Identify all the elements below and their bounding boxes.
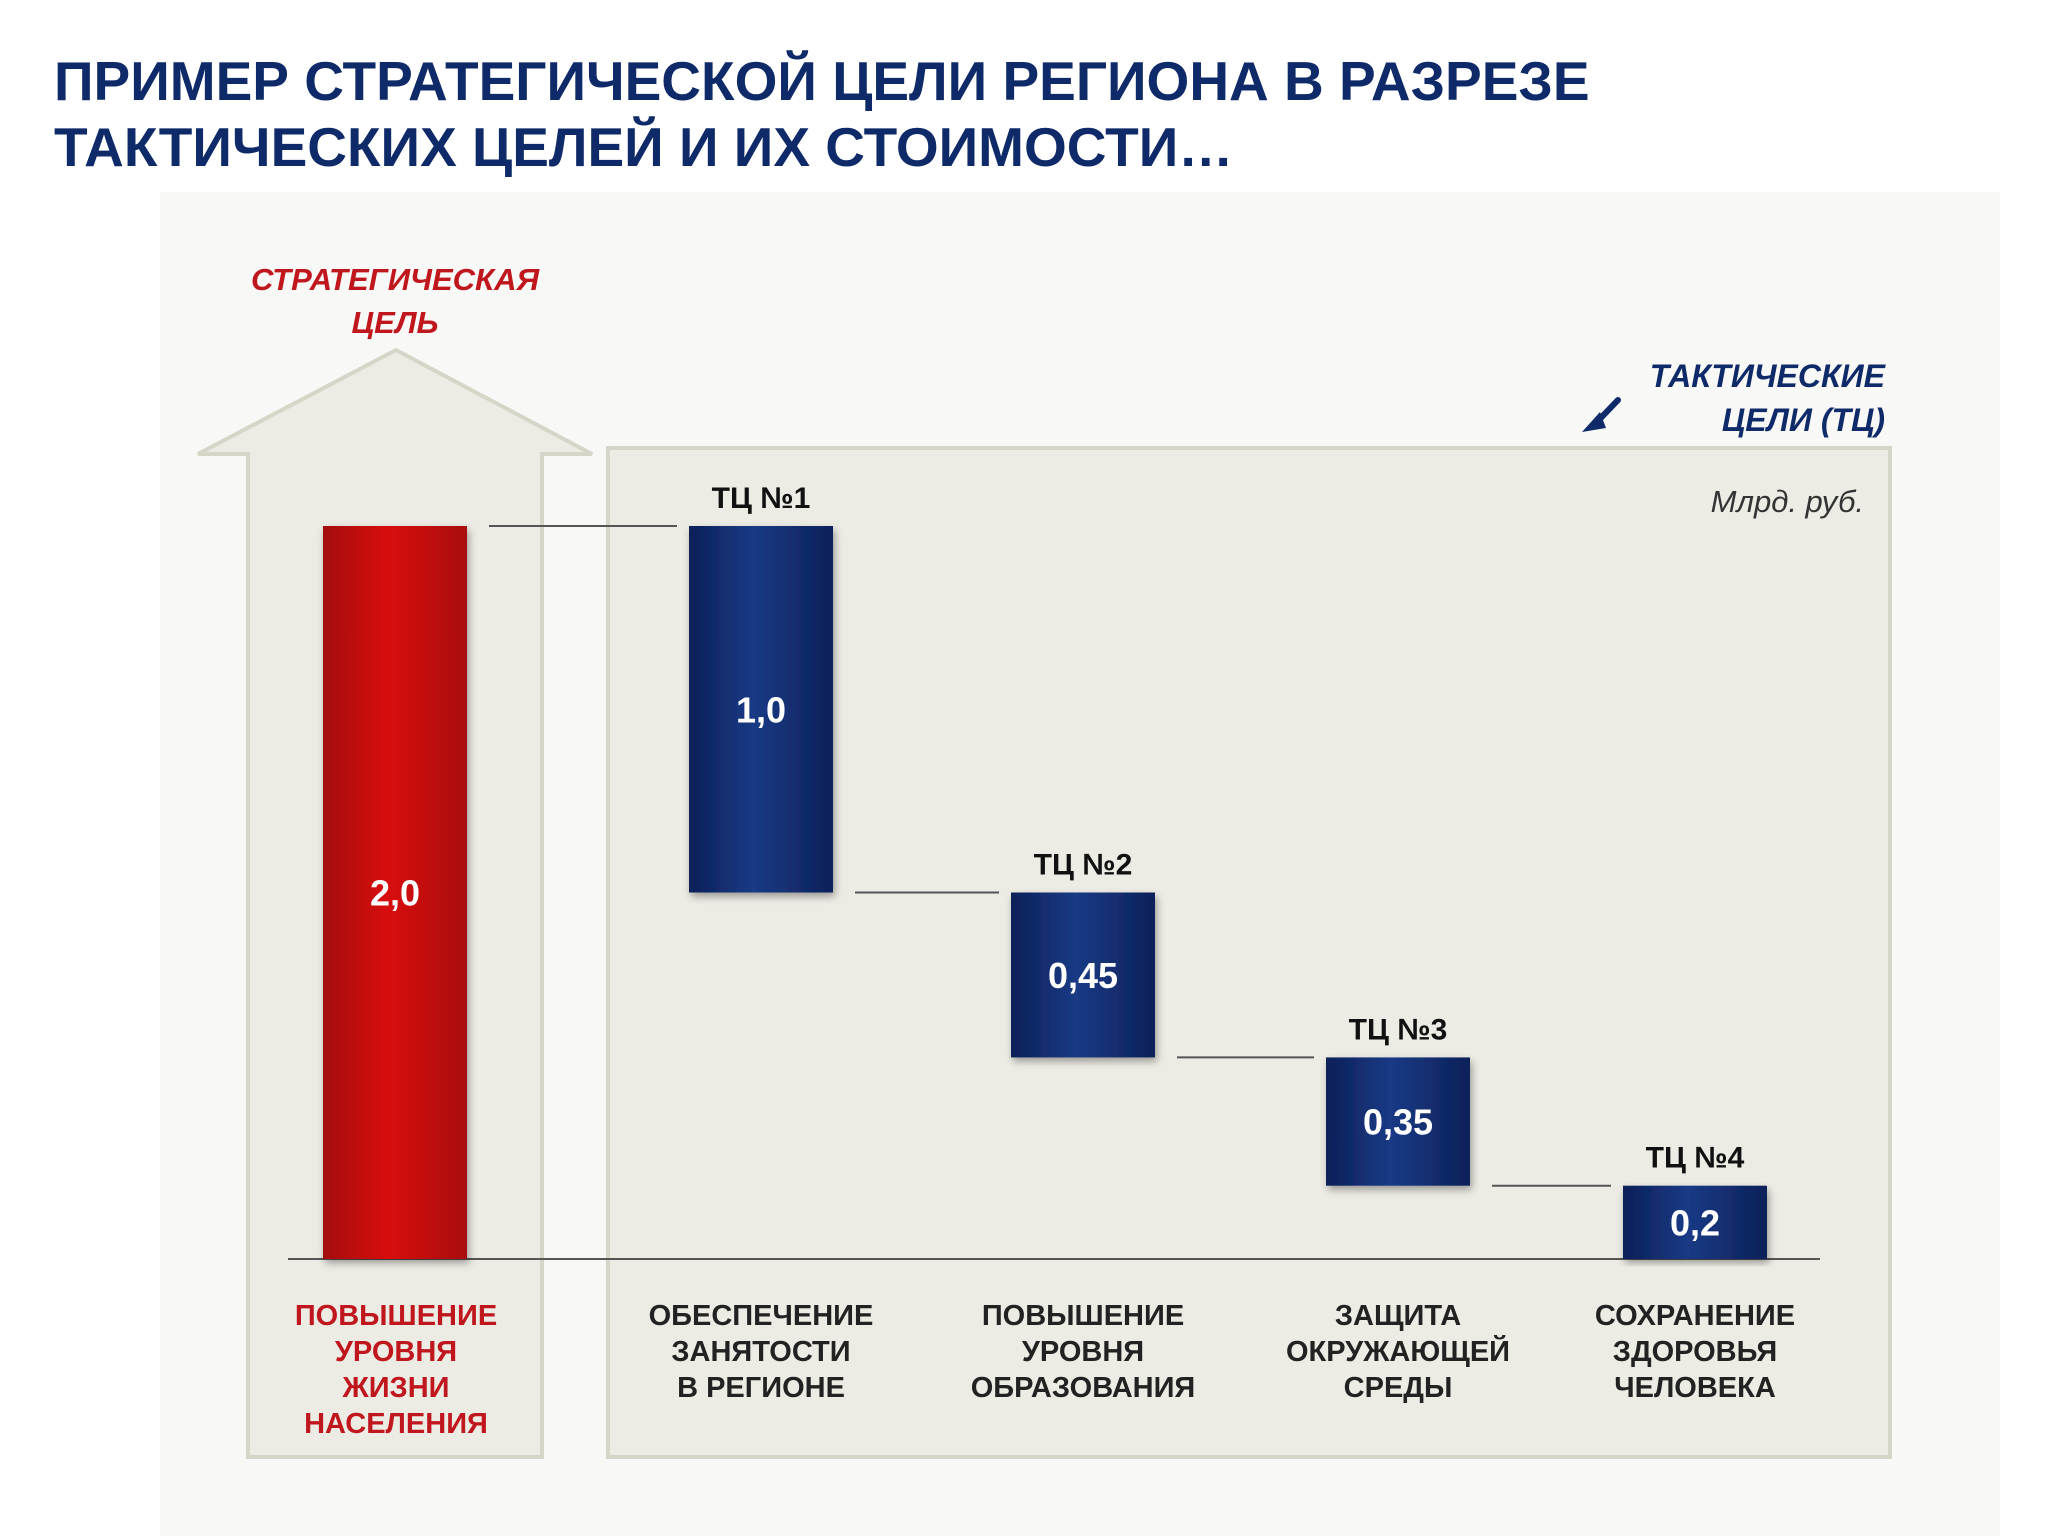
category-label-tc3: ЗАЩИТА ОКРУЖАЮЩЕЙ СРЕДЫ	[1285, 1300, 1511, 1404]
bar-title-tc3: ТЦ №3	[1349, 1013, 1448, 1046]
category-label-tc2: ПОВЫШЕНИЕ УРОВНЯ ОБРАЗОВАНИЯ	[970, 1300, 1196, 1404]
title-line-1: ПРИМЕР СТРАТЕГИЧЕСКОЙ ЦЕЛИ РЕГИОНА В РАЗ…	[54, 50, 1590, 112]
bar-tc4	[1623, 1185, 1767, 1259]
tactical-heading-line-1: ТАКТИЧЕСКИЕ	[1649, 358, 1885, 394]
bar-title-tc4: ТЦ №4	[1646, 1142, 1745, 1175]
bar-strategic	[323, 526, 467, 1259]
value-label-3: 0,35	[1363, 1102, 1433, 1143]
category-label-tc1: ОБЕСПЕЧЕНИЕ ЗАНЯТОСТИ В РЕГИОНЕ	[648, 1300, 874, 1404]
category-label-strategic: ПОВЫШЕНИЕ УРОВНЯ ЖИЗНИ НАСЕЛЕНИЯ	[294, 1300, 498, 1440]
bar-title-tc1: ТЦ №1	[712, 482, 811, 515]
strategic-goal-heading: СТРАТЕГИЧЕСКАЯ ЦЕЛЬ	[200, 258, 590, 344]
value-label-0: 2,0	[370, 873, 420, 914]
value-label-4: 0,2	[1670, 1202, 1720, 1243]
tactical-heading-line-2: ЦЕЛИ (ТЦ)	[1721, 402, 1885, 438]
strategic-heading-line-1: СТРАТЕГИЧЕСКАЯ	[250, 262, 540, 297]
strategic-heading-line-2: ЦЕЛЬ	[351, 305, 439, 340]
bar-tc1	[689, 526, 833, 893]
bar-tc3	[1326, 1057, 1470, 1186]
slide-title: ПРИМЕР СТРАТЕГИЧЕСКОЙ ЦЕЛИ РЕГИОНА В РАЗ…	[54, 48, 1954, 180]
tactical-pointer-icon	[1582, 397, 1621, 432]
value-label-2: 0,45	[1048, 955, 1118, 996]
value-label-1: 1,0	[736, 689, 786, 730]
title-line-2: ТАКТИЧЕСКИХ ЦЕЛЕЙ И ИХ СТОИМОСТИ…	[54, 116, 1234, 178]
tactical-goals-heading: ТАКТИЧЕСКИЕ ЦЕЛИ (ТЦ)	[1560, 354, 1885, 442]
bar-tc2	[1011, 892, 1155, 1058]
bar-title-tc2: ТЦ №2	[1034, 849, 1133, 882]
category-label-tc4: СОХРАНЕНИЕ ЗДОРОВЬЯ ЧЕЛОВЕКА	[1594, 1300, 1796, 1404]
unit-label: Млрд. руб.	[1710, 484, 1864, 519]
